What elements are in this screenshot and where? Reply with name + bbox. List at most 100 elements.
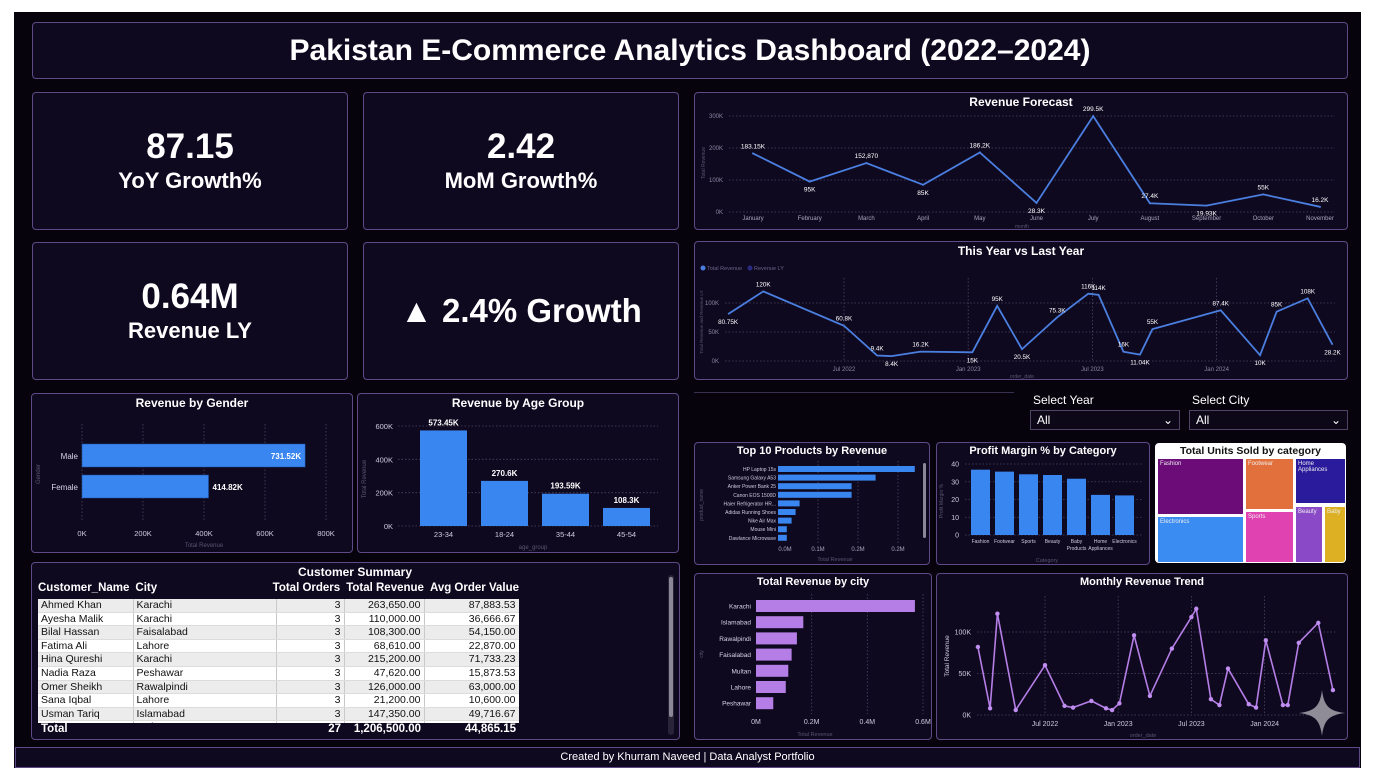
ty-vs-ly-plot: 0K 50K 100K Jul 2022 Jan 2023 Jul 2023 Jan 202… — [699, 265, 1342, 379]
x-tick-label: Jul 2023 — [1178, 721, 1205, 728]
data-point — [1062, 703, 1067, 709]
kpi-value: ▲ 2.4% Growth — [400, 292, 642, 329]
orders-cell: 3 — [276, 680, 345, 695]
table-row[interactable]: Bilal Hassan Faisalabad 3 108,300.00 54,150.… — [38, 625, 519, 640]
orders-cell: 3 — [276, 612, 345, 627]
column-header[interactable]: City — [135, 582, 158, 594]
bar-age-18-24 — [481, 480, 528, 526]
data-point — [978, 151, 981, 154]
kpi-value: 0.64M — [141, 277, 239, 316]
treemap-tile[interactable]: Home Appliances — [1295, 458, 1345, 504]
revenue-cell: 215,200.00 — [344, 652, 425, 667]
kpi-card-yoy: 87.15 YoY Growth% — [32, 92, 348, 230]
customer-name-cell: Nadia Raza — [38, 666, 134, 681]
treemap-tile[interactable]: Fashion — [1157, 458, 1244, 515]
y-tick-label: Karachi — [729, 604, 751, 611]
treemap-tile[interactable]: Footwear — [1245, 458, 1294, 510]
data-point — [1246, 702, 1251, 707]
column-header[interactable]: Total Orders — [272, 582, 341, 594]
revenue-forecast-chart: Revenue Forecast 0K 100K 200K 300K Total Rev… — [694, 92, 1348, 230]
chart-title: Revenue Forecast — [969, 95, 1073, 109]
customer-summary-table: Customer Summary Customer_Name City Tota… — [31, 562, 680, 740]
x-tick-label: October — [1253, 216, 1274, 222]
table-row[interactable]: Ahmed Khan Karachi 3 263,650.00 87,883.53 — [38, 599, 519, 613]
table-row[interactable]: Hina Qureshi Karachi 3 215,200.00 71,733.23 — [38, 652, 519, 667]
y-tick-label: 100K — [705, 301, 719, 307]
treemap-tile[interactable]: Electronics — [1157, 516, 1244, 562]
scrollbar-thumb[interactable] — [669, 577, 673, 717]
revenue-cell: 21,200.00 — [344, 693, 425, 708]
data-point — [1205, 204, 1208, 207]
margin-bar — [1115, 495, 1134, 535]
data-label: 186.2K — [969, 142, 990, 149]
y-tick-label: 600K — [375, 422, 393, 431]
data-label: 116K — [1081, 284, 1096, 291]
data-label: 80.75K — [718, 319, 739, 326]
bar-age-35-44 — [542, 493, 589, 526]
treemap-tile[interactable]: Sports — [1245, 511, 1294, 562]
table-row[interactable]: Nadia Raza Peshawar 3 47,620.00 15,873.53 — [38, 666, 519, 681]
y-axis-title: Total Revenue — [362, 459, 368, 498]
x-tick-label: Electronics — [1112, 539, 1137, 545]
table-row[interactable]: Usman Tariq Islamabad 3 147,350.00 49,716.67 — [38, 707, 519, 722]
revenue-cell: 263,650.00 — [344, 599, 425, 613]
y-tick-label: Dawlance Microwave — [729, 536, 776, 542]
revenue-by-city-chart: Total Revenue by city 0M 0.2M 0.4M 0.6M Kara… — [694, 573, 932, 740]
x-tick-label: Beauty — [1045, 539, 1061, 545]
city-cell: Karachi — [133, 599, 277, 613]
column-header[interactable]: Avg Order Value — [429, 582, 519, 594]
y-tick-label: Male — [61, 452, 79, 461]
data-label: 299.5K — [1083, 106, 1104, 113]
y-tick-label: 300K — [709, 114, 723, 120]
x-tick-label: 0K — [77, 529, 86, 538]
orders-cell: 3 — [276, 707, 345, 722]
treemap-tile[interactable]: Beauty — [1295, 506, 1323, 562]
table-row[interactable]: Ayesha Malik Karachi 3 110,000.00 36,666.67 — [38, 612, 519, 627]
x-tick-label: 23-34 — [434, 530, 453, 539]
x-tick-label: May — [974, 216, 985, 222]
bar-male — [81, 443, 306, 468]
table-scrollbar[interactable] — [668, 575, 674, 735]
age-group-plot: 0K 200K 400K 600K 573.45K 23-34 270.6K 18-24 193… — [362, 418, 658, 551]
data-label: 270.6K — [492, 469, 518, 478]
city-dropdown[interactable]: All ⌄ — [1189, 410, 1348, 430]
y-tick-label: 100K — [955, 630, 972, 637]
data-point — [1092, 115, 1095, 118]
column-header[interactable]: Customer_Name — [38, 582, 130, 594]
data-point — [1117, 701, 1122, 706]
table-row[interactable]: Omer Sheikh Rawalpindi 3 126,000.00 63,000.0… — [38, 680, 519, 695]
orders-cell: 3 — [276, 652, 345, 667]
data-label: 27.4K — [1141, 193, 1159, 200]
x-tick-label: Jan 2024 — [1250, 721, 1279, 728]
kpi-card-mom: 2.42 MoM Growth% — [363, 92, 679, 230]
margin-bar — [1043, 475, 1062, 535]
data-point — [975, 644, 981, 650]
data-point — [1147, 693, 1153, 699]
customer-name-cell: Ahmed Khan — [38, 599, 134, 613]
year-dropdown[interactable]: All ⌄ — [1030, 410, 1180, 430]
product-bar — [778, 534, 787, 541]
table-row[interactable]: Sana Iqbal Lahore 3 21,200.00 10,600.00 — [38, 693, 519, 708]
table-row[interactable]: Fatima Ali Lahore 3 68,610.00 22,870.00 — [38, 639, 519, 654]
legend-label: Total Revenue — [707, 266, 742, 272]
y-tick-label: 50K — [708, 330, 719, 336]
y-tick-label: Anker Power Bank 25 — [728, 484, 777, 490]
customer-name-cell: Ayesha Malik — [38, 612, 134, 627]
data-label: 16.2K — [1312, 197, 1330, 204]
avg-order-cell: 10,600.00 — [424, 693, 519, 708]
column-header[interactable]: Total Revenue — [346, 582, 424, 594]
data-point — [1253, 705, 1259, 710]
data-point — [752, 152, 754, 155]
customer-name-cell: Usman Tariq — [38, 707, 134, 722]
x-tick-label: Sports — [1021, 539, 1036, 545]
x-tick-label: Baby Products — [1067, 539, 1087, 552]
kpi-label: MoM Growth% — [444, 168, 598, 193]
data-point — [1042, 663, 1048, 668]
margin-bar — [1091, 494, 1110, 535]
treemap-tile[interactable]: Baby — [1324, 506, 1345, 562]
data-point — [1208, 697, 1214, 702]
table-row[interactable]: Zain ButtMultan399,600.0033,200.00 — [38, 720, 519, 723]
top-products-plot: 0.0M 0.1M 0.2M 0.2M HP Laptop 15s Samsung Gal… — [699, 461, 926, 563]
y-axis-title: Profit Margin % — [939, 483, 945, 518]
data-point — [1013, 707, 1018, 713]
